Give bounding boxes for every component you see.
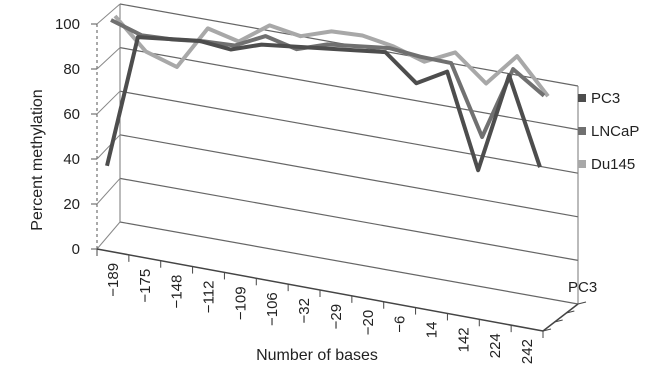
x-tick-label: −20	[360, 310, 377, 335]
x-tick-label: 142	[455, 327, 472, 352]
depth-link	[96, 3, 121, 25]
depth-tick	[566, 310, 575, 314]
y-axis-title: Percent methylation	[29, 89, 46, 230]
depth-tick	[577, 301, 587, 305]
depth-tick	[554, 319, 563, 323]
y-tick-label: 40	[63, 151, 80, 168]
y-tick-label: 20	[63, 196, 80, 213]
x-tick-label: 14	[424, 322, 441, 339]
x-tick-label: −148	[169, 275, 186, 309]
depth-axis-line	[542, 303, 579, 332]
depth-link	[96, 178, 121, 205]
x-tick-label: −106	[264, 292, 281, 326]
gridline	[119, 134, 579, 218]
x-tick-label: −175	[137, 269, 154, 303]
gridline	[119, 177, 579, 261]
x-tick-label: 242	[519, 339, 536, 364]
legend-swatch	[578, 94, 586, 102]
gridline	[119, 90, 579, 174]
gridline	[119, 221, 579, 305]
series-line-du145	[113, 14, 550, 98]
legend-swatch	[578, 127, 586, 135]
y-tick-label: 0	[72, 241, 80, 258]
series-line-pc3	[105, 35, 542, 173]
legend: PC3 LNCaP Du145	[578, 90, 639, 173]
x-tick-label: −112	[201, 281, 218, 314]
axes	[91, 3, 587, 338]
x-tick-label: −189	[105, 263, 122, 297]
legend-label: Du145	[591, 156, 635, 173]
y-tick-label: 60	[63, 106, 80, 123]
x-tick-label: −29	[328, 304, 345, 329]
x-tick-label: −109	[232, 286, 249, 320]
x-tick-label: 224	[487, 333, 504, 358]
y-tick-label: 100	[55, 16, 80, 33]
x-tick-labels: −189 −175 −148 −112 −109 −106 −32 −29 −20 −6 14 142…	[105, 263, 536, 364]
legend-swatch	[578, 160, 586, 168]
legend-label: PC3	[591, 90, 620, 107]
y-tick-label: 80	[63, 61, 80, 78]
series-lines	[105, 14, 550, 173]
depth-link	[96, 47, 121, 70]
y-tick-labels: 0 20 40 60 80 100	[55, 16, 80, 258]
gridline	[119, 47, 579, 131]
x-axis-title: Number of bases	[256, 347, 378, 364]
legend-label: LNCaP	[591, 123, 639, 140]
depth-link	[96, 90, 121, 115]
x-tick-label: −6	[392, 316, 409, 333]
depth-axis-label: PC3	[568, 279, 597, 296]
x-tick-label: −32	[296, 298, 313, 323]
depth-link	[96, 221, 121, 250]
depth-tick	[542, 328, 552, 332]
depth-link	[96, 134, 121, 160]
